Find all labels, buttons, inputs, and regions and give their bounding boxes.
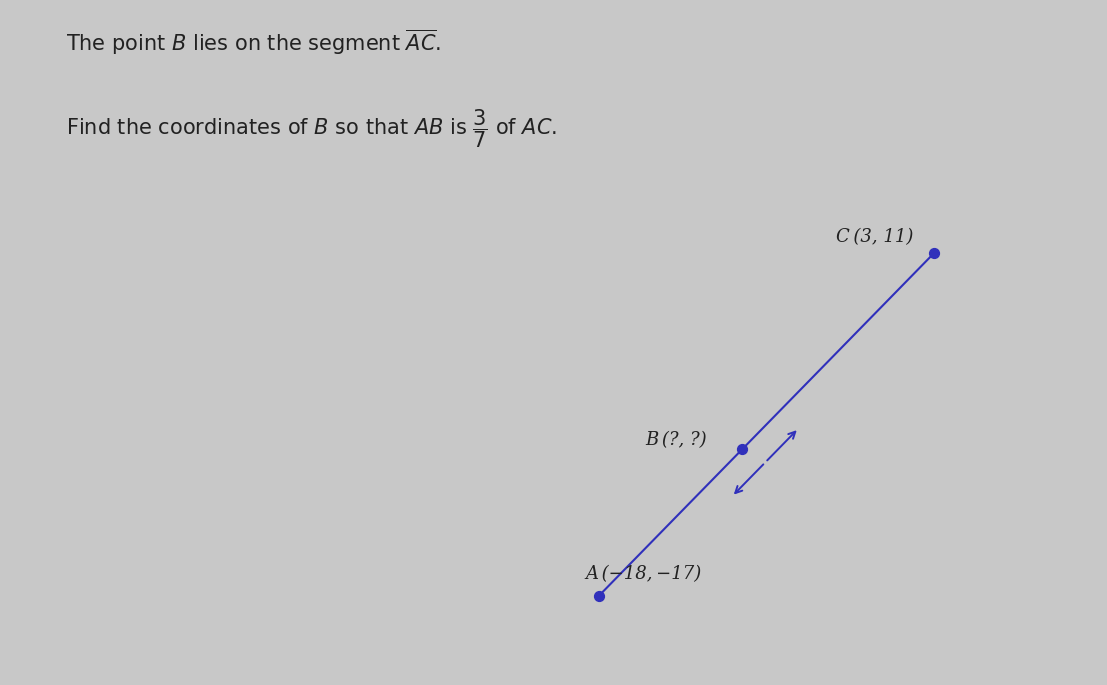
Text: The point $\mathit{B}$ lies on the segment $\overline{\mathit{AC}}$.: The point $\mathit{B}$ lies on the segme… — [66, 28, 442, 57]
Point — [734, 444, 752, 455]
Text: Find the coordinates of $\mathit{B}$ so that $\mathit{AB}$ is $\dfrac{3}{7}$ of : Find the coordinates of $\mathit{B}$ so … — [66, 108, 558, 150]
Point — [590, 590, 608, 601]
Text: A (−18, −17): A (−18, −17) — [584, 565, 701, 584]
Point — [924, 248, 942, 259]
Text: B (?, ?): B (?, ?) — [645, 431, 706, 449]
Text: C (3, 11): C (3, 11) — [837, 228, 914, 247]
